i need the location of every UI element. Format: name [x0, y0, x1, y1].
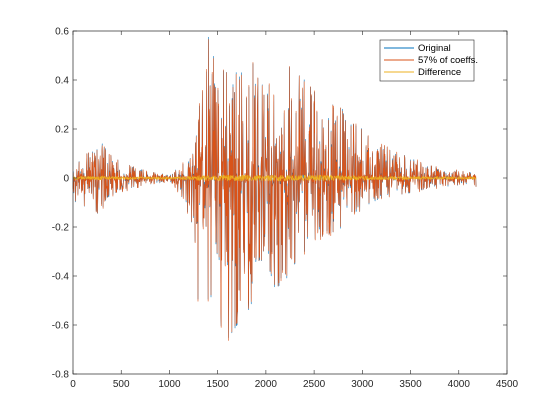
tick-layer: 0 500 1000 1500 2000 2500 3000 3500 4000 4500 -0.8… — [52, 27, 519, 391]
y-tick-label: -0.6 — [52, 321, 70, 332]
y-tick-label: -0.8 — [52, 370, 70, 381]
y-tick-label: 0.4 — [55, 76, 69, 87]
legend-label-difference: Difference — [418, 67, 461, 78]
y-tick-label: -0.4 — [52, 272, 70, 283]
series-difference-line — [72, 174, 477, 182]
y-tick-label: 0 — [63, 174, 69, 185]
x-tick-label: 1000 — [158, 379, 181, 390]
x-tick-label: 0 — [70, 379, 76, 390]
x-tick-label: 4000 — [448, 379, 471, 390]
axes-box — [72, 30, 508, 375]
y-tick-label: 0.2 — [55, 125, 69, 136]
x-tick-label: 2000 — [255, 379, 278, 390]
x-tick-label: 2500 — [303, 379, 326, 390]
legend-label-original: Original — [418, 43, 451, 54]
x-tick-label: 3500 — [399, 379, 422, 390]
series-layer — [72, 36, 477, 341]
legend-label-57-coeffs: 57% of coeffs. — [418, 55, 478, 66]
x-tick-label: 3000 — [351, 379, 374, 390]
y-tick-label: -0.2 — [52, 223, 70, 234]
x-tick-label: 500 — [113, 379, 130, 390]
x-tick-label: 1500 — [207, 379, 230, 390]
legend: Original 57% of coeffs. Difference — [379, 39, 478, 82]
x-tick-label: 4500 — [496, 379, 519, 390]
y-tick-label: 0.6 — [55, 27, 69, 38]
